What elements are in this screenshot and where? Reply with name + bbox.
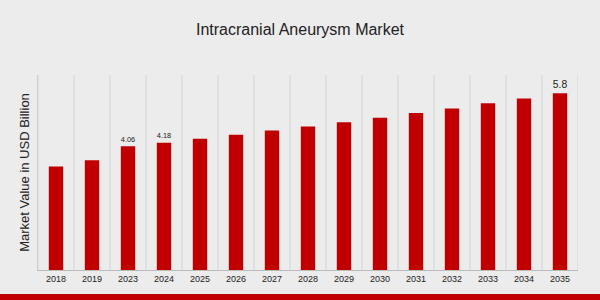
svg-text:4.18: 4.18 — [157, 131, 171, 140]
svg-text:2019: 2019 — [82, 274, 102, 284]
svg-text:2028: 2028 — [298, 274, 318, 284]
svg-text:2035: 2035 — [550, 274, 570, 284]
svg-text:2030: 2030 — [370, 274, 390, 284]
svg-text:2026: 2026 — [226, 274, 246, 284]
svg-text:2024: 2024 — [154, 274, 174, 284]
svg-text:2032: 2032 — [442, 274, 462, 284]
svg-text:2034: 2034 — [514, 274, 534, 284]
svg-text:4.06: 4.06 — [121, 135, 135, 144]
svg-text:2025: 2025 — [190, 274, 210, 284]
svg-text:Intracranial Aneurysm Market: Intracranial Aneurysm Market — [196, 21, 405, 38]
svg-text:2023: 2023 — [118, 274, 138, 284]
svg-text:2033: 2033 — [478, 274, 498, 284]
svg-text:2031: 2031 — [406, 274, 426, 284]
svg-text:2018: 2018 — [46, 274, 66, 284]
svg-text:5.8: 5.8 — [553, 79, 568, 90]
svg-text:Market Value in USD Billion: Market Value in USD Billion — [17, 93, 32, 252]
svg-text:2029: 2029 — [334, 274, 354, 284]
svg-text:2027: 2027 — [262, 274, 282, 284]
